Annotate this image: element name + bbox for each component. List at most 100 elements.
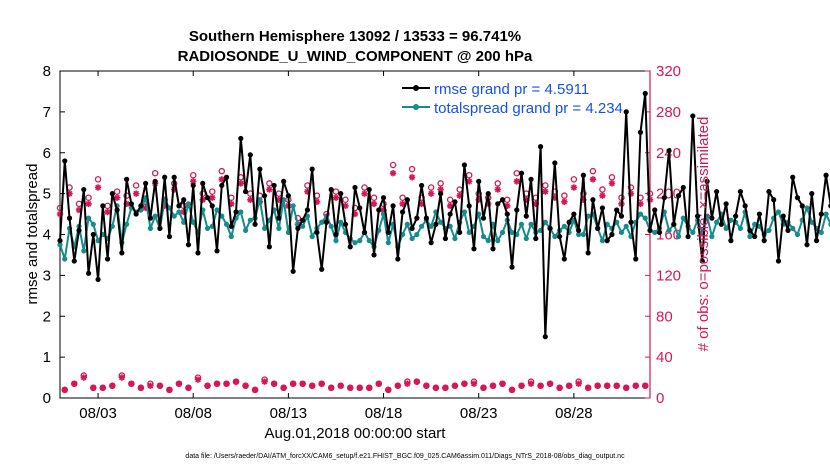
rmse-point: [595, 225, 601, 231]
rmse-point: [62, 158, 68, 164]
right-tick-label: 40: [656, 349, 673, 366]
rmse-point: [181, 197, 187, 203]
obs-assimilated-marker: [461, 380, 468, 387]
spread-point: [90, 221, 96, 227]
rmse-point: [623, 109, 629, 115]
rmse-point: [380, 195, 387, 201]
obs-possible-marker: [151, 169, 159, 177]
rmse-point: [675, 193, 682, 199]
spread-point: [328, 223, 334, 229]
rmse-point: [809, 191, 815, 197]
obs-possible-marker: [646, 190, 654, 197]
obs-possible-marker: [627, 184, 635, 191]
spread-point: [366, 238, 372, 244]
obs-assimilated-marker: [204, 382, 211, 389]
right-axis-label: # of obs: o=possible; ×=assimilated: [695, 117, 712, 352]
rmse-point: [438, 191, 444, 197]
obs-possible-marker: [113, 188, 121, 195]
rmse-point: [85, 270, 92, 276]
rmse-point: [147, 215, 154, 221]
rmse-point: [176, 203, 182, 209]
rmse-point: [775, 258, 782, 264]
obs-assimilated-marker: [356, 384, 363, 391]
rmse-point: [590, 197, 596, 203]
obs-assimilated-marker: [61, 386, 68, 394]
rmse-point: [661, 195, 667, 201]
obs-assimilated-marker: [427, 190, 435, 197]
obs-assimilated-marker: [423, 382, 430, 389]
left-tick-label: 0: [43, 390, 51, 407]
spread-point: [290, 203, 296, 209]
rmse-point: [352, 184, 358, 191]
spread-point: [823, 211, 829, 217]
obs-possible-marker: [389, 161, 397, 169]
obs-assimilated-marker: [80, 374, 87, 381]
rmse-point: [452, 199, 458, 205]
spread-point: [818, 229, 824, 236]
rmse-point: [404, 197, 410, 203]
rmse-point: [680, 184, 686, 191]
obs-assimilated-marker: [642, 382, 649, 389]
rmse-point: [561, 256, 567, 262]
rmse-point: [547, 225, 553, 231]
spread-point: [680, 215, 686, 221]
rmse-point: [476, 178, 482, 184]
obs-possible-marker: [542, 182, 549, 189]
left-tick-label: 8: [43, 63, 51, 80]
obs-assimilated-marker: [556, 384, 563, 391]
rmse-point: [266, 244, 272, 250]
obs-assimilated-marker: [289, 380, 297, 387]
rmse-point: [357, 205, 363, 211]
rmse-point: [285, 193, 291, 199]
rmse-point: [342, 221, 349, 227]
left-tick-label: 4: [43, 227, 51, 244]
rmse-point: [509, 264, 515, 270]
spread-point: [409, 235, 415, 242]
rmse-point: [447, 211, 453, 217]
legend-spread-label: totalspread grand pr = 4.234: [434, 100, 623, 117]
rmse-point: [300, 217, 306, 223]
right-tick-label: 0: [656, 390, 664, 407]
rmse-point: [95, 276, 101, 283]
rmse-point: [704, 178, 710, 184]
rmse-point: [119, 250, 125, 256]
rmse-point: [766, 188, 772, 195]
rmse-point: [333, 231, 339, 238]
spread-point: [385, 240, 391, 246]
rmse-point: [514, 207, 520, 213]
obs-assimilated-marker: [261, 378, 268, 385]
obs-assimilated-marker: [156, 382, 164, 389]
x-axis-label: Aug.01,2018 00:00:00 start: [265, 425, 447, 442]
obs-assimilated-marker: [318, 380, 325, 387]
rmse-point: [328, 186, 334, 193]
rmse-series-line: [59, 92, 830, 338]
obs-assimilated-marker: [166, 386, 173, 394]
rmse-point: [818, 211, 824, 217]
obs-assimilated-marker: [266, 186, 273, 193]
rmse-point: [76, 227, 82, 234]
spread-point: [466, 229, 472, 236]
rmse-point: [785, 227, 791, 234]
spread-point: [319, 219, 325, 225]
spread-point: [580, 231, 586, 238]
rmse-point: [461, 162, 468, 168]
rmse-point: [457, 229, 463, 236]
right-tick-label: 320: [656, 63, 681, 80]
obs-assimilated-marker: [147, 382, 154, 389]
spread-point: [404, 221, 410, 227]
rmse-point: [185, 242, 192, 248]
rmse-point: [609, 231, 615, 238]
rmse-point: [823, 172, 829, 178]
obs-assimilated-marker: [570, 184, 578, 191]
rmse-point: [442, 235, 449, 242]
chart-title-line-2: RADIOSONDE_U_WIND_COMPONENT @ 200 hPa: [178, 48, 533, 65]
spread-point: [642, 215, 648, 221]
obs-assimilated-marker: [565, 382, 573, 389]
spread-point: [480, 233, 487, 240]
rmse-point: [124, 176, 130, 182]
rmse-point: [752, 233, 758, 240]
chart-title-line-1: Southern Hemisphere 13092 / 13533 = 96.7…: [189, 28, 521, 45]
rmse-point: [666, 148, 672, 154]
spread-point: [338, 219, 344, 225]
rmse-point: [271, 182, 277, 189]
